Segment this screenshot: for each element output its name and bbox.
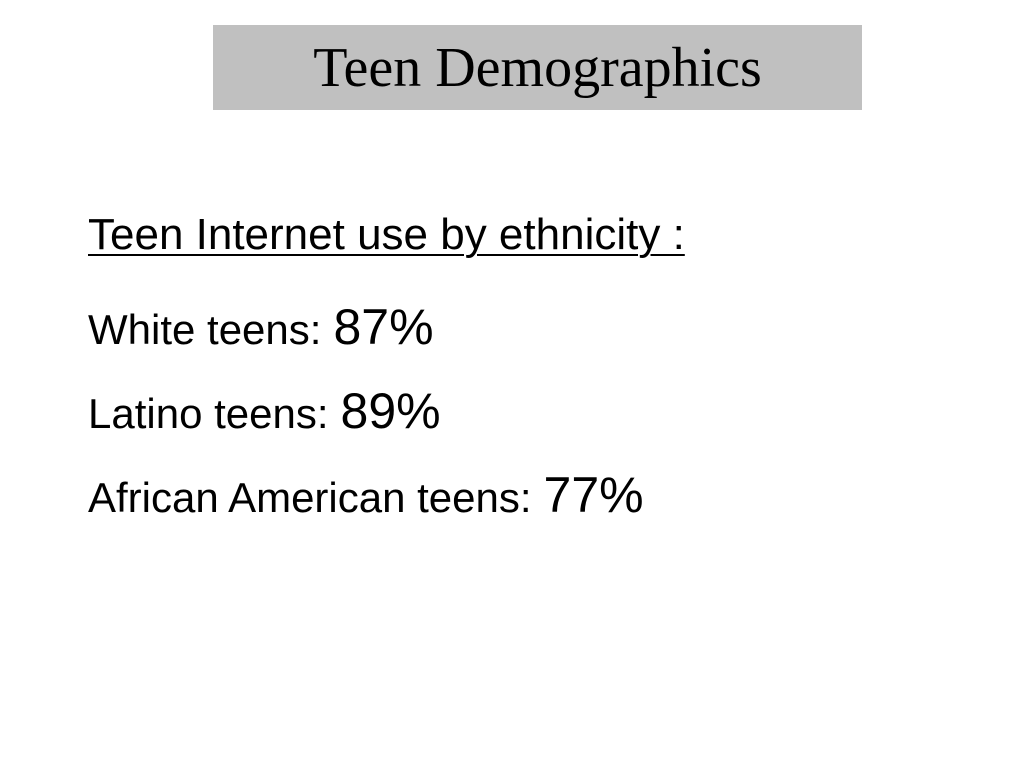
- item-label: White teens:: [88, 306, 322, 353]
- item-row: White teens: 87%: [88, 302, 434, 352]
- item-label: African American teens:: [88, 474, 532, 521]
- item-row: Latino teens: 89%: [88, 386, 441, 436]
- item-value: 89%: [340, 383, 441, 439]
- item-value: 77%: [543, 467, 644, 523]
- title-box: Teen Demographics: [213, 25, 862, 110]
- subtitle: Teen Internet use by ethnicity :: [88, 210, 685, 259]
- item-row: African American teens: 77%: [88, 470, 644, 520]
- item-label: Latino teens:: [88, 390, 329, 437]
- title: Teen Demographics: [313, 36, 762, 99]
- item-value: 87%: [333, 299, 434, 355]
